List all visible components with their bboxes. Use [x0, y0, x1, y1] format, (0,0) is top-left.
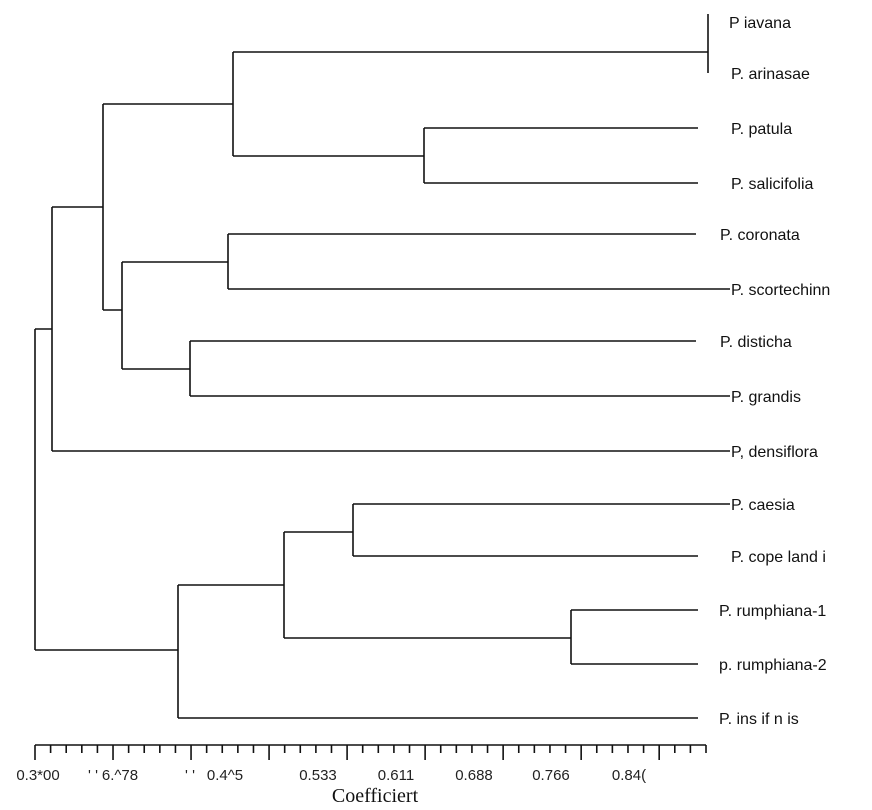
leaf-label: P. coronata	[720, 227, 800, 244]
tick-label: 0.533	[299, 767, 337, 784]
leaf-label: P. arinasae	[731, 66, 810, 83]
leaf-label: P. rumphiana-1	[719, 603, 826, 620]
axis-title: Coefficiert	[332, 785, 419, 807]
leaf-label: P. disticha	[720, 334, 792, 351]
tick-label: 0.766	[532, 767, 570, 784]
leaf-label: P. ins if n is	[719, 711, 799, 728]
leaf-label: p. rumphiana-2	[719, 657, 827, 674]
leaf-label: P iavana	[729, 15, 791, 32]
x-axis	[34, 744, 707, 760]
dendrogram-branches	[34, 14, 709, 719]
leaf-tick-marks	[678, 233, 730, 505]
tick-label: 0.4^5	[207, 767, 243, 784]
tick-label: 0.688	[455, 767, 493, 784]
leaf-label: P. patula	[731, 121, 792, 138]
leaf-label: P. cope land i	[731, 549, 826, 566]
leaf-label: P. caesia	[731, 497, 795, 514]
tick-label: 0.84(	[612, 767, 646, 784]
tick-label: ' '	[88, 767, 98, 784]
leaf-label: P. scortechinn	[731, 282, 830, 299]
x-axis-tick-labels: 0.3*00 ' ' 6.^78 ' ' 0.4^5 0.533 0.611 0.688 0.7…	[16, 767, 646, 784]
leaf-labels: P iavana P. arinasae P. patula P. salicifol…	[719, 15, 830, 728]
leaf-label: P. grandis	[731, 389, 801, 406]
tick-label: 0.3*00	[16, 767, 59, 784]
leaf-label: P. salicifolia	[731, 176, 814, 193]
tick-label: 6.^78	[102, 767, 138, 784]
tick-label: ' '	[185, 767, 195, 784]
leaf-label: P, densiflora	[731, 444, 818, 461]
tick-label: 0.611	[378, 767, 414, 784]
